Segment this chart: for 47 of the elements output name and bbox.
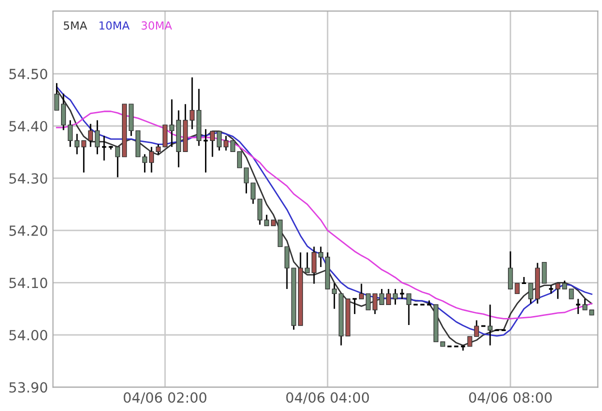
candlestick <box>568 288 574 300</box>
text: 5MA <box>64 21 88 30</box>
candlestick <box>406 292 412 326</box>
candlestick <box>94 120 100 155</box>
candlestick <box>237 151 242 168</box>
text: 10MA <box>100 21 130 30</box>
candlestick <box>210 130 215 158</box>
candlestick <box>61 92 66 131</box>
candlestick <box>352 298 358 315</box>
x-tick-label: 04/06 02:00 <box>124 392 206 404</box>
y-tick-label: 53.90 <box>9 382 48 393</box>
candlestick <box>386 288 391 306</box>
y-tick-label: 54.50 <box>9 68 48 80</box>
text: 30MA <box>142 21 172 30</box>
candlestick <box>284 246 290 290</box>
candlestick <box>68 120 73 148</box>
line-series <box>56 110 592 320</box>
candlestick <box>426 300 432 306</box>
candlestick <box>366 293 371 310</box>
candlestick <box>528 282 534 304</box>
candlestick <box>74 133 80 155</box>
candlestick <box>304 252 310 274</box>
candlestick <box>216 130 222 152</box>
candlestick <box>379 288 384 306</box>
x-tick-label: 04/06 04:00 <box>286 392 369 404</box>
candlestick <box>542 262 547 284</box>
candlestick <box>156 144 161 155</box>
candlestick <box>142 154 148 174</box>
candlestick <box>88 123 94 148</box>
candlestick <box>474 320 480 338</box>
candlestick <box>312 246 316 284</box>
y-tick-label: 54.30 <box>9 173 48 184</box>
y-tick-label: 54.10 <box>9 278 48 288</box>
candlestick <box>149 146 154 174</box>
x-tick-label: 04/06 08:00 <box>469 392 552 404</box>
candlestick <box>372 292 378 315</box>
candlestick <box>514 282 520 294</box>
y-tick-label: 54.00 <box>9 330 48 340</box>
candlestick <box>230 140 236 152</box>
candlestick <box>202 128 209 174</box>
candlestick <box>162 124 168 148</box>
candlestick <box>224 135 228 152</box>
candlestick <box>508 250 513 290</box>
candlestick <box>115 146 120 178</box>
y-tick-label: 54.20 <box>9 225 48 236</box>
candlestick <box>358 283 364 300</box>
y-tick-label: 54.40 <box>9 120 48 132</box>
